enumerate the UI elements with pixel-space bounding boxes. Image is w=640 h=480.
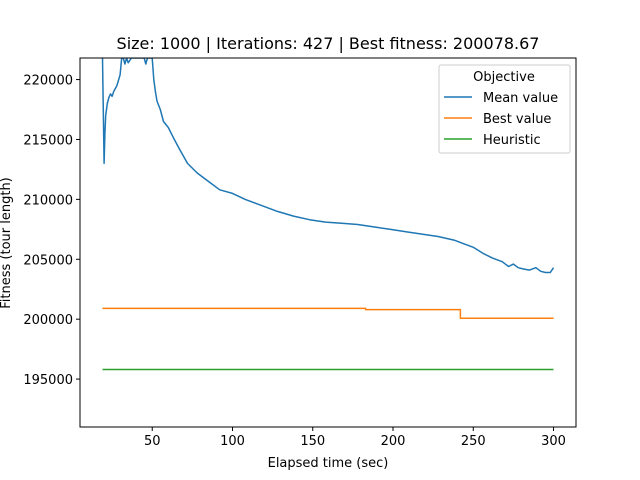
y-tick-label: 205000: [23, 253, 73, 268]
x-axis-label: Elapsed time (sec): [268, 456, 389, 471]
x-tick-label: 250: [461, 434, 486, 449]
x-tick-label: 100: [220, 434, 245, 449]
legend-title: Objective: [473, 70, 535, 85]
y-tick-label: 200000: [23, 313, 73, 328]
legend-entry-label: Mean value: [483, 91, 558, 106]
legend-entry-label: Best value: [483, 112, 551, 127]
y-tick-label: 210000: [23, 193, 73, 208]
x-tick-label: 200: [381, 434, 406, 449]
x-tick-label: 150: [300, 434, 325, 449]
y-tick-label: 195000: [23, 373, 73, 388]
series-line-best-value: [102, 307, 554, 319]
legend: Objective Mean value Best value Heuristic: [438, 64, 571, 154]
series-line-mean-value: [101, 58, 555, 274]
plot-frame: [79, 57, 577, 428]
legend-entry-label: Heuristic: [483, 133, 541, 148]
x-tick-label: 50: [144, 434, 161, 449]
y-axis-label: Fitness (tour length): [0, 177, 14, 309]
chart-title: Size: 1000 | Iterations: 427 | Best fitn…: [117, 34, 540, 53]
legend-box: [438, 64, 571, 154]
y-tick-label: 215000: [23, 133, 73, 148]
y-tick-label: 220000: [23, 74, 73, 89]
x-tick-label: 300: [541, 434, 566, 449]
